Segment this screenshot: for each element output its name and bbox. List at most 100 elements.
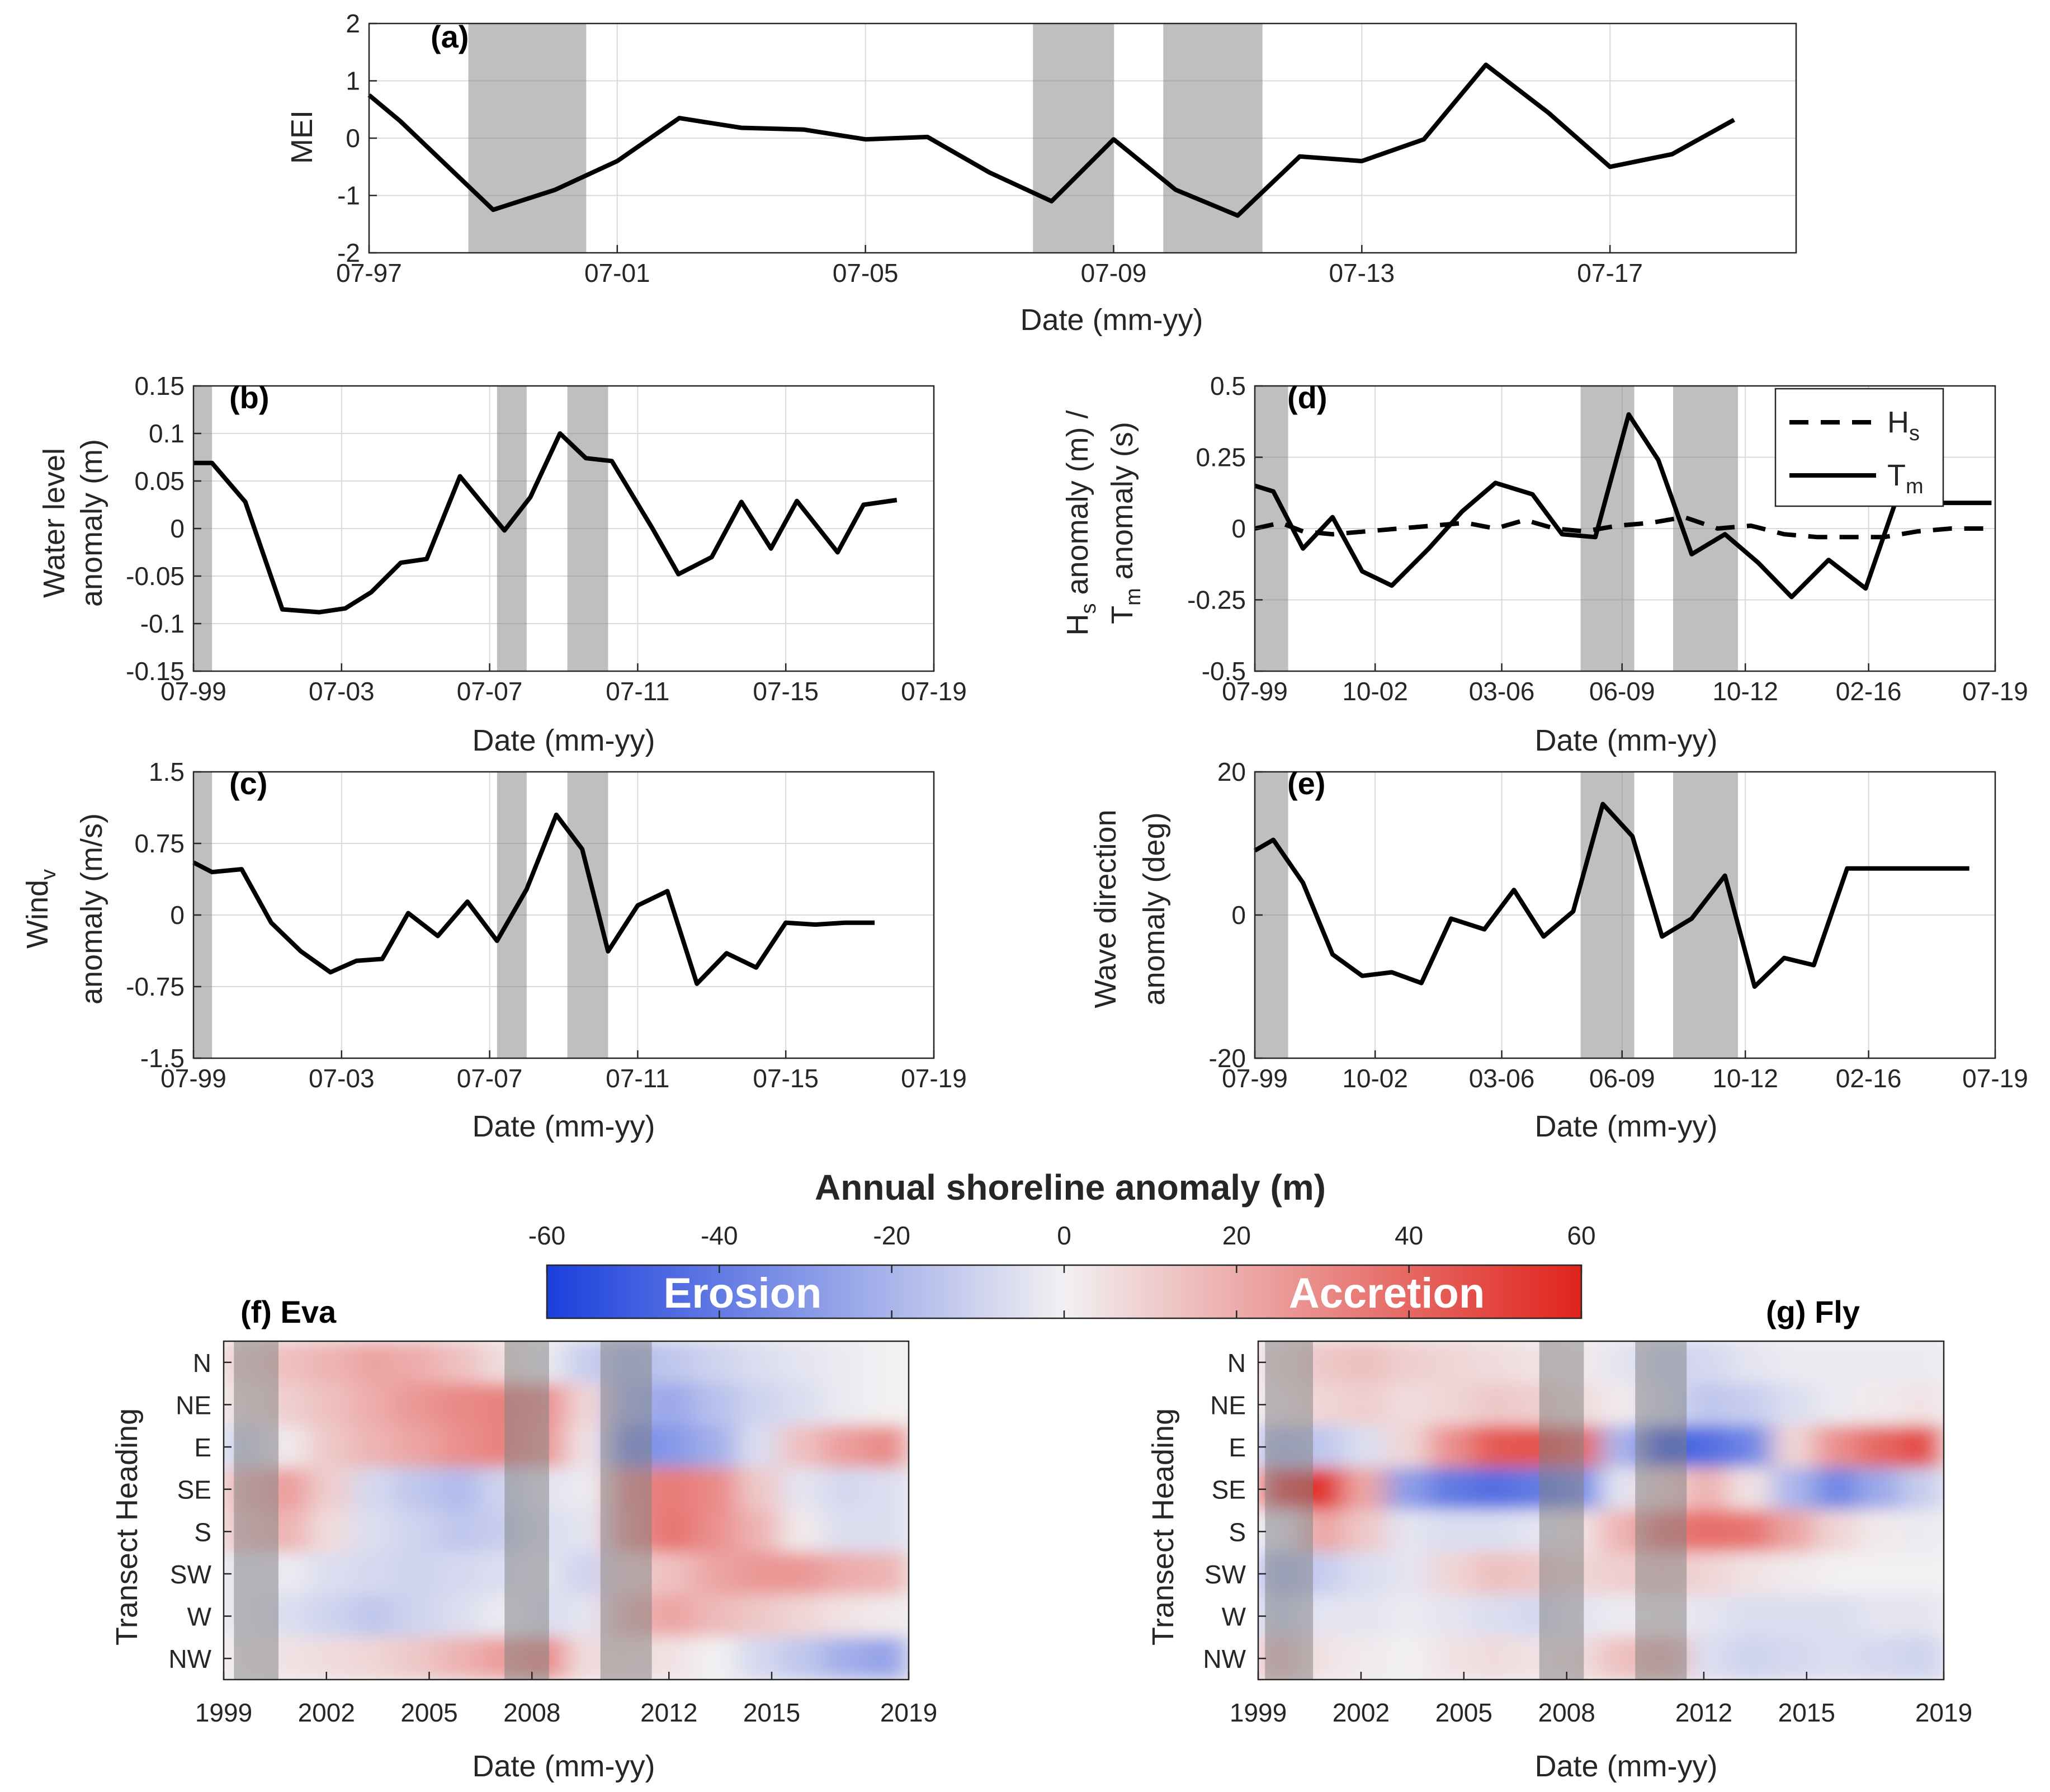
colorbar-erosion-label: Erosion <box>664 1270 822 1317</box>
svg-text:Tm: Tm <box>1887 459 1924 498</box>
y-tick-label: E <box>1229 1433 1246 1462</box>
y-axis-label: MEI <box>285 110 319 164</box>
legend-entry-tm: T <box>1887 459 1906 492</box>
heatmap-cell <box>309 1594 353 1638</box>
heatmap-cell <box>309 1341 353 1384</box>
x-tick-label: 07-99 <box>1222 1064 1288 1093</box>
heatmap-area: 1999 2002 2005 2008 2012 2015 2019 N NE E SE S SW W NW <box>1203 1340 1972 1727</box>
heatmap-cell <box>1343 1637 1387 1680</box>
y-tick-label: SW <box>170 1560 212 1589</box>
x-tick-label: 07-99 <box>160 1064 226 1093</box>
heatmap-cell <box>309 1637 353 1680</box>
legend-entry-tm-sub: m <box>1906 475 1924 498</box>
heatmap-cell <box>780 1637 824 1680</box>
heatmap-cell <box>651 1637 696 1680</box>
svg-text:Tm anomaly (s): Tm anomaly (s) <box>1106 422 1145 624</box>
y-axis-label: Transect Heading <box>110 1408 144 1645</box>
heatmap-cell <box>736 1594 781 1638</box>
heatmap-cell <box>1686 1383 1730 1427</box>
heatmap-cell <box>1900 1637 1944 1680</box>
heatmap-cell <box>736 1467 781 1511</box>
heatmap-cell <box>1900 1341 1944 1384</box>
heatmap-cell <box>1429 1594 1473 1638</box>
heatmap-cell <box>1857 1425 1902 1469</box>
x-tick-label: 2012 <box>1675 1698 1732 1727</box>
heatmap-cell <box>780 1552 824 1596</box>
heatmap-cell <box>1728 1383 1773 1427</box>
heatmap-cell <box>822 1425 867 1469</box>
heatmap-cell <box>1728 1552 1773 1596</box>
heatmap-cell <box>1772 1341 1816 1384</box>
colorbar-tick-label: 20 <box>1222 1221 1251 1250</box>
heatmap-cell <box>1429 1510 1473 1554</box>
heatmap-cell <box>437 1637 481 1680</box>
x-tick-label: 07-99 <box>1222 677 1288 706</box>
plot-area: 07-97 07-01 07-05 07-09 07-13 07-17 -2 -1 0 1 2 <box>336 9 1797 287</box>
la-nina-shade <box>1265 1341 1314 1680</box>
x-axis-label: Date (mm-yy) <box>473 724 655 757</box>
heatmap-cell <box>1429 1383 1473 1427</box>
heatmap-cell <box>351 1467 396 1511</box>
heatmap-cell <box>437 1552 481 1596</box>
heatmap-cell <box>1900 1383 1944 1427</box>
heatmap-cell <box>1728 1637 1773 1680</box>
heatmap-cell <box>1386 1341 1430 1384</box>
svg-text:Windv: Windv <box>21 869 60 949</box>
panel-d-waves: 07-99 10-02 03-06 06-09 10-12 02-16 07-19 -0.5 -… <box>1061 371 2028 757</box>
heatmap-cell <box>1815 1594 1859 1638</box>
panel-label: (d) <box>1287 380 1328 415</box>
x-axis-label: Date (mm-yy) <box>473 1110 655 1143</box>
heatmap-cell <box>1772 1552 1816 1596</box>
la-nina-shade <box>1580 772 1635 1058</box>
y-tick-label: -2 <box>337 238 360 267</box>
x-tick-label: 07-99 <box>160 677 226 706</box>
y-axis-label-t: T <box>1106 606 1139 624</box>
heatmap-cell <box>1772 1383 1816 1427</box>
x-tick-label: 06-09 <box>1589 1064 1655 1093</box>
heatmap-cell <box>1343 1425 1387 1469</box>
y-axis-label: Wind <box>21 880 54 949</box>
x-tick-label: 07-15 <box>753 1064 819 1093</box>
heatmap-cell <box>394 1637 438 1680</box>
heatmap-cell <box>1815 1341 1859 1384</box>
panel-a-mei: 07-97 07-01 07-05 07-09 07-13 07-17 -2 -1 0 1 2 (a… <box>285 9 1797 337</box>
colorbar-tick-label: 60 <box>1567 1221 1595 1250</box>
y-tick-label: 2 <box>346 9 360 38</box>
heatmap-cell <box>394 1510 438 1554</box>
heatmap-cell <box>822 1467 867 1511</box>
y-tick-label: -1 <box>337 181 360 210</box>
heatmap-cell <box>780 1425 824 1469</box>
heatmap-cell <box>694 1637 738 1680</box>
y-tick-label: 0.1 <box>149 419 185 448</box>
plot-area: 07-99 07-03 07-07 07-11 07-15 07-19 -0.15 -0.1 -… <box>126 371 967 706</box>
heatmap-cell <box>865 1383 909 1427</box>
colorbar-tick-label: -40 <box>701 1221 738 1250</box>
heatmap-cell <box>437 1383 481 1427</box>
x-tick-label: 07-11 <box>606 677 669 706</box>
x-tick-label: 2019 <box>1915 1698 1972 1727</box>
y-tick-label: NW <box>1203 1644 1246 1673</box>
svg-text:Hs anomaly (m) /: Hs anomaly (m) / <box>1061 410 1100 635</box>
heatmap-cell <box>437 1594 481 1638</box>
x-tick-label: 07-19 <box>901 1064 967 1093</box>
heatmap-cell <box>1429 1637 1473 1680</box>
x-tick-label: 07-19 <box>1962 1064 2028 1093</box>
heatmap-cell <box>437 1341 481 1384</box>
y-tick-label: 0 <box>170 900 185 930</box>
heatmap-cell <box>651 1341 696 1384</box>
heatmap-cells <box>224 1341 909 1680</box>
panel-f-eva: 1999 2002 2005 2008 2012 2015 2019 N NE E SE S SW W NW… <box>110 1294 937 1783</box>
y-axis-label-t-sub: m <box>1122 588 1145 606</box>
heatmap-cell <box>1343 1467 1387 1511</box>
heatmap-cell <box>1772 1467 1816 1511</box>
heatmap-cell <box>1343 1383 1387 1427</box>
x-tick-label: 07-01 <box>584 258 650 287</box>
y-tick-label: -0.25 <box>1187 586 1246 615</box>
legend-entry-hs-sub: s <box>1909 422 1920 445</box>
heatmap-cell <box>1386 1552 1430 1596</box>
heatmap-cell <box>1728 1425 1773 1469</box>
heatmap-cell <box>394 1383 438 1427</box>
heatmap-cell <box>1386 1467 1430 1511</box>
la-nina-shade <box>468 23 587 253</box>
x-tick-label: 10-02 <box>1342 1064 1408 1093</box>
